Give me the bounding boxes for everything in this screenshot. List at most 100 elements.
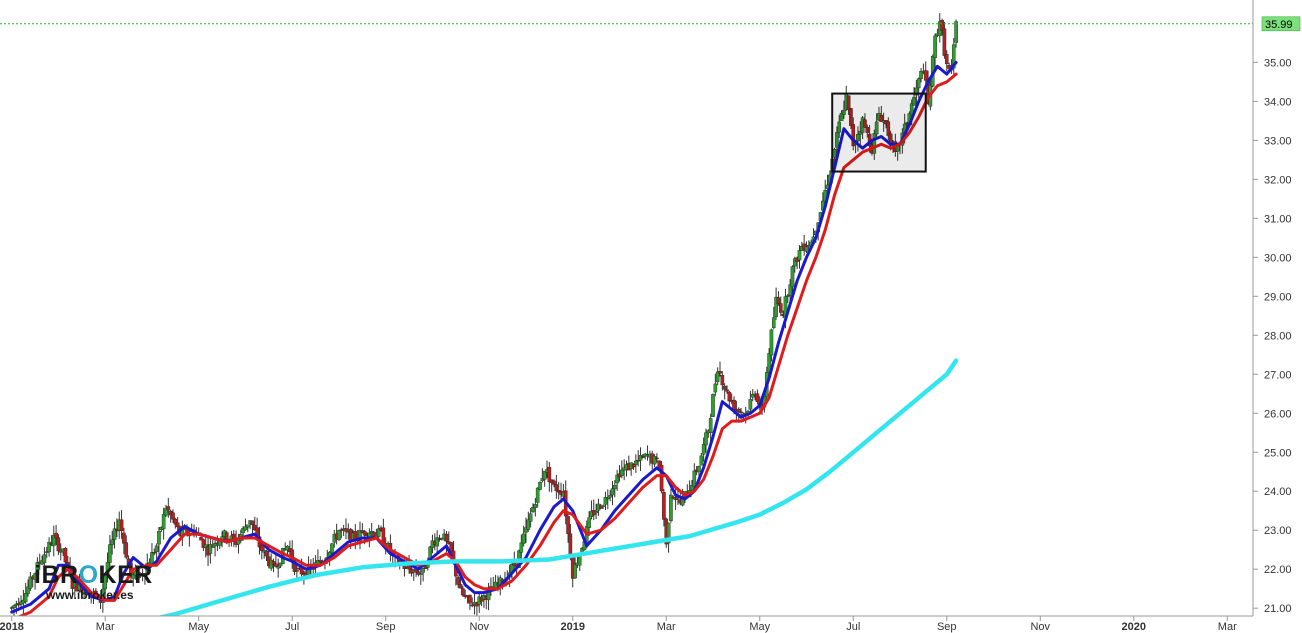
candle-body <box>874 121 879 135</box>
candle-body <box>173 518 178 525</box>
candle-body <box>264 550 269 557</box>
candle-body <box>886 121 891 136</box>
y-tick-label: 34.00 <box>1264 96 1292 108</box>
candle-body <box>376 528 381 537</box>
x-tick-label: 2018 <box>0 621 24 633</box>
candle-body <box>260 545 264 551</box>
candle-body <box>245 524 250 528</box>
candle-body <box>538 482 542 490</box>
candle-body <box>720 375 725 386</box>
candle-body <box>23 593 28 603</box>
y-tick-label: 21.00 <box>1264 603 1292 615</box>
candle-body <box>842 109 846 115</box>
y-tick-label: 25.00 <box>1264 447 1292 459</box>
candle-body <box>631 464 636 468</box>
candle-body <box>26 586 30 594</box>
candle-body <box>613 484 617 490</box>
candle-body <box>199 537 203 541</box>
candle-body <box>671 496 676 499</box>
candle-body <box>381 527 386 544</box>
candle-body <box>213 543 217 547</box>
candle-body <box>353 531 358 540</box>
candle-body <box>337 530 341 541</box>
candle-body <box>736 408 741 413</box>
candle-body <box>708 418 713 433</box>
y-tick-label: 24.00 <box>1264 486 1292 498</box>
candle-body <box>933 35 937 58</box>
candle-body <box>954 21 958 43</box>
candle-body <box>521 533 526 544</box>
candle-body <box>201 539 206 548</box>
x-tick-label: Jul <box>285 621 299 633</box>
candle-body <box>108 544 112 563</box>
y-tick-label: 30.00 <box>1264 252 1292 264</box>
candle-body <box>540 478 545 482</box>
candle-body <box>919 71 923 79</box>
candle-body <box>28 576 33 589</box>
x-tick-label: Nov <box>1030 621 1050 633</box>
candle-body <box>923 70 928 81</box>
annotation-layer: 35.99 <box>0 16 1301 173</box>
candle-body <box>610 488 615 496</box>
candle-body <box>449 542 453 552</box>
candle-body <box>718 370 722 374</box>
candle-body <box>839 112 844 121</box>
y-tick-label: 22.00 <box>1264 564 1292 576</box>
candle-body <box>739 411 743 414</box>
x-tick-label: 2020 <box>1122 621 1146 633</box>
candle-body <box>292 560 297 572</box>
candle-body <box>164 508 168 516</box>
candle-body <box>143 573 147 577</box>
candle-body <box>748 399 753 410</box>
candle-body <box>771 317 776 328</box>
candle-body <box>416 571 421 575</box>
candle-body <box>231 533 236 539</box>
candle-body <box>755 393 760 402</box>
y-tick-label: 33.00 <box>1264 135 1292 147</box>
x-tick-label: May <box>188 621 209 633</box>
candle-body <box>666 522 671 544</box>
candle-body <box>175 522 180 528</box>
candle-body <box>42 554 47 563</box>
candle-body <box>54 532 58 539</box>
candle-body <box>344 528 348 532</box>
y-tick-label: 28.00 <box>1264 330 1292 342</box>
candle-body <box>458 584 463 589</box>
candle-body <box>767 353 771 373</box>
candle-body <box>615 474 619 484</box>
candle-body <box>271 561 276 565</box>
candle-body <box>725 389 729 392</box>
last-price-tag <box>1261 16 1301 32</box>
candle-body <box>605 497 610 500</box>
candle-body <box>699 455 704 466</box>
ma_slow-line <box>17 72 958 616</box>
candle-body <box>56 537 61 552</box>
candle-body <box>774 296 778 317</box>
candle-body <box>112 528 117 540</box>
candle-body <box>372 532 376 537</box>
candle-body <box>701 444 706 455</box>
x-tick-label: Nov <box>469 621 489 633</box>
candle-body <box>732 399 736 410</box>
candle-body <box>951 44 956 69</box>
candle-body <box>601 505 605 507</box>
candle-body <box>680 495 685 506</box>
candle-body <box>330 543 334 554</box>
candle-body <box>837 121 842 133</box>
candle-body <box>35 562 40 575</box>
candle-body <box>797 250 802 261</box>
candle-body <box>603 497 608 505</box>
candle-body <box>856 134 860 142</box>
candle-body <box>715 371 720 383</box>
candle-body <box>119 519 124 532</box>
candle-body <box>865 127 870 133</box>
candle-body <box>914 87 919 96</box>
candle-body <box>851 124 856 147</box>
y-tick-label: 35.00 <box>1264 57 1292 69</box>
candle-body <box>594 511 598 514</box>
consolidation-box <box>831 92 927 173</box>
y-tick-label: 31.00 <box>1264 213 1292 225</box>
candle-body <box>620 469 624 476</box>
candle-body <box>51 534 56 547</box>
